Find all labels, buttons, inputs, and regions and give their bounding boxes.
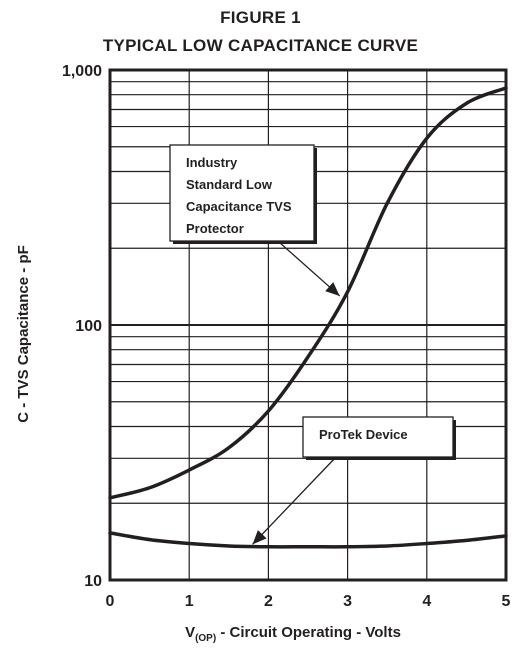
annotation-arrowhead: [252, 530, 267, 545]
series-protek-line: [108, 531, 508, 549]
series-industry-standard-line: [108, 86, 508, 500]
annotation-callout: Industry Standard Low Capacitance TVS Prote…: [169, 144, 341, 297]
x-tick-label: 4: [422, 593, 431, 610]
annotation-text-line: ProTek Device: [319, 427, 408, 442]
curves: [108, 86, 508, 549]
x-tick-label: 1: [185, 593, 194, 610]
annotation-text-line: Standard Low: [186, 177, 273, 192]
x-axis-label-rest: - Circuit Operating - Volts: [216, 624, 401, 641]
annotation-box: [302, 416, 454, 458]
annotation-text-line: Protector: [186, 221, 244, 236]
chart-title: FIGURE 1: [220, 8, 301, 27]
x-tick-label: 2: [264, 593, 273, 610]
tick-labels: 0 1 2 3 4 5 10 100 1,000: [62, 63, 511, 610]
annotation-callout: ProTek Device: [252, 416, 456, 545]
x-axis-label-main: V: [185, 624, 195, 641]
annotation-text-line: Capacitance TVS: [186, 199, 292, 214]
plot-frame: [108, 68, 508, 582]
y-tick-label: 10: [84, 573, 102, 590]
y-tick-label: 100: [75, 318, 102, 335]
annotation-text: ProTek Device: [319, 427, 408, 442]
y-tick-label: 1,000: [62, 63, 102, 80]
chart-subtitle: TYPICAL LOW CAPACITANCE CURVE: [102, 36, 419, 55]
annotation-text-line: Industry: [186, 155, 238, 170]
x-tick-label: 3: [343, 593, 352, 610]
annotation-box: [169, 144, 315, 242]
annotations: Industry Standard Low Capacitance TVS Prote…: [169, 144, 456, 545]
x-tick-label: 5: [502, 593, 511, 610]
annotation-arrow-line: [252, 456, 337, 545]
x-axis-label: V(OP) - Circuit Operating - Volts: [185, 624, 401, 644]
annotation-arrowhead: [325, 282, 340, 296]
annotation-text: Industry Standard Low Capacitance TVS Prote…: [186, 155, 292, 236]
x-axis-label-subscript: (OP): [195, 633, 216, 644]
y-axis-label: C - TVS Capacitance - pF: [15, 245, 32, 423]
x-tick-label: 0: [106, 593, 115, 610]
